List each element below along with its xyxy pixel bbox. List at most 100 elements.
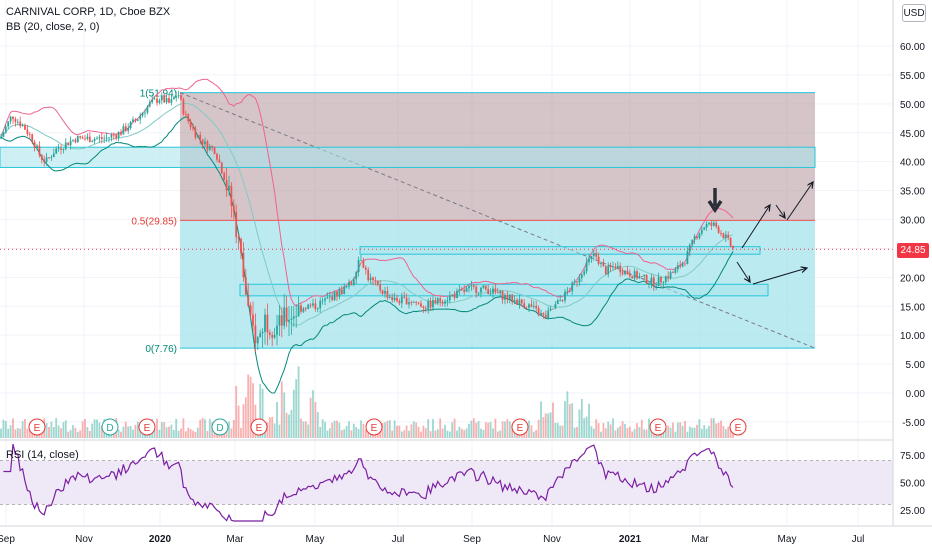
price-tick-label: 55.00 [900,71,925,82]
volume-bar [492,428,494,438]
candle-body [242,252,245,278]
fibonacci-retracement[interactable]: 1(51.94) 0.5(29.85) 0(7.76) [131,89,816,356]
volume-bar [636,423,638,438]
volume-bar [309,397,312,438]
candle-body [124,126,127,131]
bb-legend[interactable]: BB (20, close, 2, 0) [6,21,100,33]
volume-bar [451,422,454,438]
volume-bar [345,425,348,438]
candle-body [600,262,602,264]
candle-body [544,314,547,318]
rsi-legend[interactable]: RSI (14, close) [6,449,79,461]
candle-body [52,153,55,158]
candle-body [415,302,418,303]
candle-body [312,303,314,306]
volume-bar [691,427,694,438]
candle-body [228,185,230,191]
candle-body [86,136,89,139]
volume-bar [276,402,278,438]
fib-trend-line [179,92,816,349]
candle-body [165,98,168,103]
candle-body [110,134,113,138]
candle-body [487,289,490,295]
earnings-marker[interactable]: E [729,418,747,436]
volume-bar [357,428,360,438]
candle-body [645,275,648,284]
candle-body [252,314,254,326]
candle-body [117,131,120,138]
earnings-marker[interactable]: E [649,418,667,436]
currency-button[interactable]: USD [902,4,926,22]
volume-bar [676,422,679,438]
candle-body [460,289,463,291]
candle-body [621,272,624,275]
volume-bar [7,428,10,438]
earnings-marker[interactable]: E [365,418,383,436]
earnings-marker[interactable]: E [138,418,156,436]
candle-body [439,298,442,302]
volume-bar [196,427,199,438]
dividend-marker[interactable]: D [101,418,119,436]
volume-bar [326,430,329,438]
volume-bar [667,425,670,438]
candle-body [688,244,691,252]
candle-body [602,262,605,267]
volume-bar [134,424,137,438]
price-tick-label: 50.00 [900,100,925,111]
volume-bar [333,420,336,438]
earnings-marker[interactable]: E [28,418,46,436]
candle-body [374,280,377,282]
candle-body [388,297,391,298]
candle-body [676,265,679,270]
volume-bar [626,428,629,438]
volume-bar [364,429,367,438]
annotations[interactable] [0,182,893,285]
candle-body [720,232,722,234]
dividend-marker[interactable]: D [211,418,229,436]
candle-body [655,285,658,287]
volume-bar [122,426,125,438]
candle-body [240,238,242,253]
candle-body [19,121,22,127]
volume-bar [585,416,588,438]
candle-body [112,134,115,136]
earnings-marker[interactable]: E [250,418,268,436]
candle-body [141,113,144,116]
candle-body [465,288,468,292]
volume-bar [679,422,682,438]
candle-body [436,298,439,304]
candle-body [429,300,432,308]
candle-body [31,134,34,142]
volume-bar [348,421,350,438]
price-tick-label: 0.00 [906,389,926,400]
volume-bar [96,419,98,438]
candle-body [513,299,516,302]
event-label: E [371,423,378,434]
candle-body [208,146,211,150]
volume-bar [434,430,437,438]
candle-body [276,325,278,335]
earnings-marker[interactable]: E [511,418,529,436]
volume-bar [559,425,562,438]
volume-bar [312,390,314,438]
candle-body [189,121,192,128]
volume-bar [355,427,358,438]
candle-body [55,148,58,154]
volume-bar [580,398,583,438]
event-circle [511,418,529,436]
candle-body [319,300,322,309]
candle-body [100,137,103,139]
candle-body [254,325,257,344]
candle-body [76,136,79,143]
volume-bar [412,421,415,438]
volume-bar [506,419,509,438]
rsi-tick-label: 25.00 [900,506,925,517]
volume-bar [432,419,434,438]
volume-bar [100,426,103,438]
time-tick-label: Sep [463,534,481,545]
symbol-title[interactable]: CARNIVAL CORP, 1D, Cboe BZX [6,6,171,18]
candle-body [187,114,190,122]
candle-body [364,267,367,270]
